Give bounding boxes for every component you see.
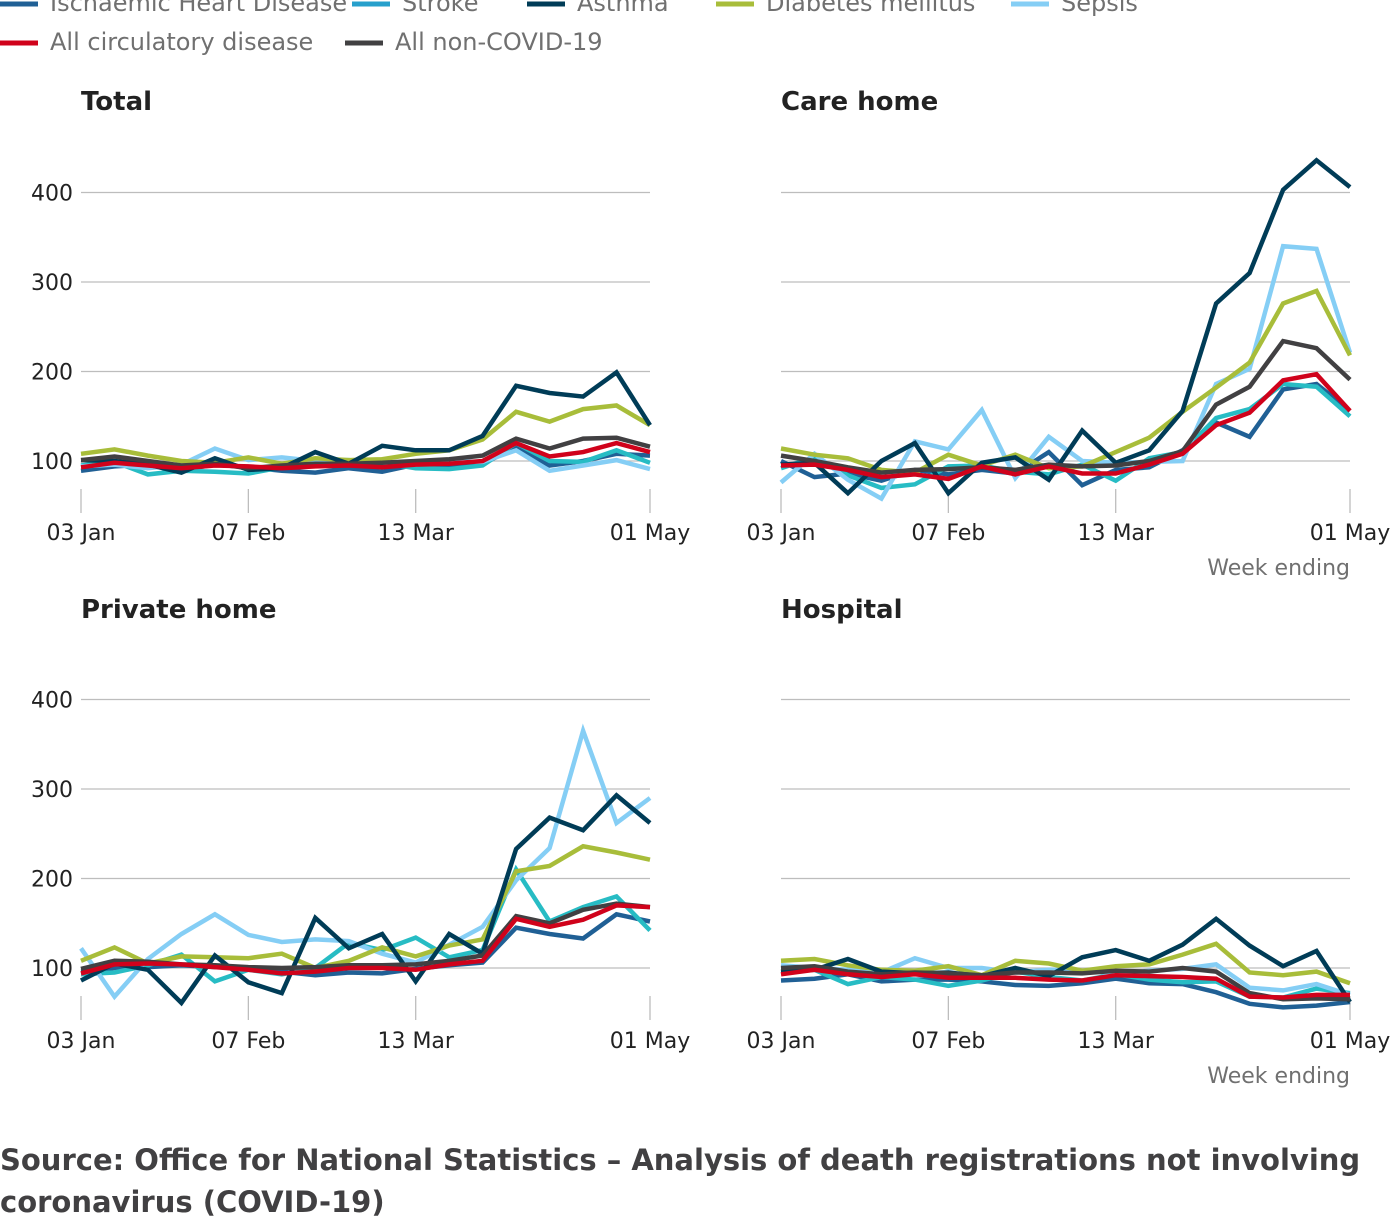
legend: Ischaemic Heart Disease Stroke Asthma Diabe… bbox=[0, 0, 1138, 56]
series-line-all-non-covid-19 bbox=[780, 963, 1351, 1002]
series-line-all-circulatory-disease bbox=[780, 967, 1350, 1000]
series-group bbox=[779, 157, 1353, 502]
x-tick-label: 13 Mar bbox=[377, 521, 454, 546]
legend-label: Asthma bbox=[577, 0, 669, 17]
y-tick-label: 400 bbox=[31, 182, 73, 207]
series-line-asthma bbox=[79, 792, 652, 1007]
panel-title: Hospital bbox=[781, 595, 903, 625]
series-line-asthma bbox=[780, 157, 1352, 497]
chart-panels: Total 100 200 300 400 03 Jan 07 Feb 13 Mar 01 Ma… bbox=[31, 87, 1390, 1089]
panel-private-home: Private home 100 200 300 400 03 Jan 07 Feb 13 M… bbox=[31, 595, 690, 1054]
panel-care-home: Care home 03 Jan 07 Feb 13 Mar 01 May Week en… bbox=[747, 87, 1391, 581]
legend-item-stroke: Stroke bbox=[352, 0, 478, 17]
legend-item-sepsis: Sepsis bbox=[1011, 0, 1138, 17]
x-tick-label: 13 Mar bbox=[1077, 1029, 1154, 1054]
legend-label: Stroke bbox=[402, 0, 478, 17]
legend-label: All circulatory disease bbox=[50, 28, 313, 56]
legend-item-diabetes-mellitus: Diabetes mellitus bbox=[716, 0, 975, 17]
legend-item-all-non-covid-19: All non-COVID-19 bbox=[345, 28, 603, 56]
series-group bbox=[79, 723, 652, 1007]
series-line-all-circulatory-disease bbox=[780, 371, 1352, 482]
y-tick-label: 200 bbox=[31, 868, 73, 893]
x-tick-label: 01 May bbox=[1310, 1029, 1390, 1054]
x-tick-label: 13 Mar bbox=[377, 1029, 454, 1054]
panel-hospital: Hospital 03 Jan 07 Feb 13 Mar 01 May Week end… bbox=[747, 595, 1391, 1089]
x-tick-label: 03 Jan bbox=[747, 521, 816, 546]
x-tick-label: 01 May bbox=[1310, 521, 1390, 546]
x-tick-label: 03 Jan bbox=[747, 1029, 816, 1054]
source-line-1: Source: Office for National Statistics –… bbox=[0, 1143, 1360, 1177]
x-axis-label: Week ending bbox=[1207, 556, 1350, 581]
series-line-asthma bbox=[780, 915, 1352, 1004]
x-tick-label: 13 Mar bbox=[1077, 521, 1154, 546]
y-tick-label: 100 bbox=[31, 957, 73, 982]
series-line-all-non-covid-19 bbox=[780, 338, 1352, 475]
legend-label: All non-COVID-19 bbox=[395, 28, 603, 56]
legend-item-all-circulatory-disease: All circulatory disease bbox=[0, 28, 313, 56]
y-tick-label: 300 bbox=[31, 778, 73, 803]
x-tick-label: 07 Feb bbox=[211, 521, 285, 546]
panel-total: Total 100 200 300 400 03 Jan 07 Feb 13 Mar 01 Ma… bbox=[31, 87, 690, 546]
series-group bbox=[80, 369, 652, 477]
x-tick-label: 03 Jan bbox=[47, 521, 116, 546]
legend-item-ischaemic-heart-disease: Ischaemic Heart Disease bbox=[0, 0, 347, 17]
y-tick-label: 400 bbox=[31, 689, 73, 714]
series-line-all-non-covid-19 bbox=[80, 435, 651, 471]
series-group bbox=[780, 915, 1352, 1010]
y-tick-label: 300 bbox=[31, 271, 73, 296]
x-tick-label: 07 Feb bbox=[211, 1029, 285, 1054]
x-tick-label: 07 Feb bbox=[911, 1029, 985, 1054]
series-line-all-circulatory-disease bbox=[80, 440, 651, 471]
y-tick-label: 100 bbox=[31, 450, 73, 475]
series-line-all-circulatory-disease bbox=[80, 903, 651, 976]
series-line-diabetes-mellitus bbox=[80, 843, 651, 971]
panel-title: Total bbox=[81, 87, 152, 117]
panel-title: Private home bbox=[81, 595, 277, 625]
series-line-diabetes-mellitus bbox=[80, 403, 652, 466]
x-axis-label: Week ending bbox=[1207, 1064, 1350, 1089]
x-tick-label: 03 Jan bbox=[47, 1029, 116, 1054]
legend-label: Sepsis bbox=[1061, 0, 1138, 17]
x-tick-label: 07 Feb bbox=[911, 521, 985, 546]
legend-item-asthma: Asthma bbox=[527, 0, 669, 17]
panel-title: Care home bbox=[781, 87, 938, 117]
x-tick-label: 01 May bbox=[610, 1029, 690, 1054]
legend-label: Diabetes mellitus bbox=[766, 0, 975, 17]
y-tick-label: 200 bbox=[31, 361, 73, 386]
x-tick-label: 01 May bbox=[610, 521, 690, 546]
legend-label: Ischaemic Heart Disease bbox=[50, 0, 347, 17]
source-note: Source: Office for National Statistics –… bbox=[0, 1143, 1360, 1219]
series-line-sepsis bbox=[79, 723, 652, 1001]
source-line-2: coronavirus (COVID-19) bbox=[0, 1185, 385, 1219]
series-line-asthma bbox=[80, 369, 652, 475]
